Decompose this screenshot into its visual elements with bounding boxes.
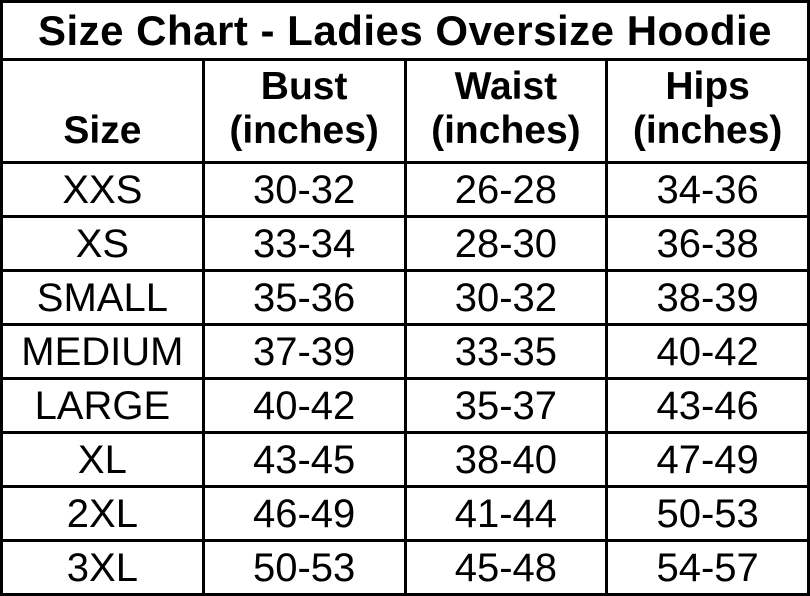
hips-cell: 38-39	[605, 269, 810, 326]
column-header-hips: Hips (inches)	[605, 58, 810, 164]
bust-cell: 46-49	[201, 485, 407, 542]
hips-cell: 40-42	[605, 323, 810, 380]
column-header-bust-unit: (inches)	[229, 108, 379, 152]
waist-cell: 38-40	[403, 431, 609, 488]
size-cell: XXS	[0, 161, 205, 218]
table-row-xxs: XXS 30-32 26-28 34-36	[0, 161, 810, 218]
column-header-waist-unit: (inches)	[431, 108, 581, 152]
table-row-large: LARGE 40-42 35-37 43-46	[0, 377, 810, 434]
size-cell: MEDIUM	[0, 323, 205, 380]
waist-cell: 30-32	[403, 269, 609, 326]
bust-cell: 33-34	[201, 215, 407, 272]
hips-cell: 34-36	[605, 161, 810, 218]
bust-cell: 37-39	[201, 323, 407, 380]
waist-cell: 45-48	[403, 539, 609, 596]
bust-cell: 30-32	[201, 161, 407, 218]
column-header-waist: Waist (inches)	[403, 58, 609, 164]
table-row-small: SMALL 35-36 30-32 38-39	[0, 269, 810, 326]
column-header-bust: Bust (inches)	[201, 58, 407, 164]
table-row-xs: XS 33-34 28-30 36-38	[0, 215, 810, 272]
waist-cell: 41-44	[403, 485, 609, 542]
waist-cell: 35-37	[403, 377, 609, 434]
bust-cell: 50-53	[201, 539, 407, 596]
hips-cell: 54-57	[605, 539, 810, 596]
table-row-xl: XL 43-45 38-40 47-49	[0, 431, 810, 488]
table-row-medium: MEDIUM 37-39 33-35 40-42	[0, 323, 810, 380]
waist-cell: 26-28	[403, 161, 609, 218]
bust-cell: 35-36	[201, 269, 407, 326]
column-header-hips-label: Hips	[665, 64, 750, 108]
title-row: Size Chart - Ladies Oversize Hoodie	[0, 0, 810, 61]
bust-cell: 43-45	[201, 431, 407, 488]
column-header-bust-label: Bust	[260, 64, 348, 108]
hips-cell: 50-53	[605, 485, 810, 542]
column-header-size: Size	[0, 58, 205, 164]
waist-cell: 33-35	[403, 323, 609, 380]
size-cell: LARGE	[0, 377, 205, 434]
table-row-3xl: 3XL 50-53 45-48 54-57	[0, 539, 810, 596]
column-header-waist-label: Waist	[454, 64, 558, 108]
hips-cell: 43-46	[605, 377, 810, 434]
hips-cell: 47-49	[605, 431, 810, 488]
bust-cell: 40-42	[201, 377, 407, 434]
size-cell: XL	[0, 431, 205, 488]
column-header-size-label: Size	[63, 108, 142, 152]
size-cell: 3XL	[0, 539, 205, 596]
waist-cell: 28-30	[403, 215, 609, 272]
table-row-2xl: 2XL 46-49 41-44 50-53	[0, 485, 810, 542]
size-cell: 2XL	[0, 485, 205, 542]
size-cell: SMALL	[0, 269, 205, 326]
chart-title: Size Chart - Ladies Oversize Hoodie	[0, 0, 810, 61]
size-cell: XS	[0, 215, 205, 272]
column-header-hips-unit: (inches)	[632, 108, 783, 152]
hips-cell: 36-38	[605, 215, 810, 272]
header-row: Size Bust (inches) Waist (inches) Hips (…	[0, 58, 810, 164]
